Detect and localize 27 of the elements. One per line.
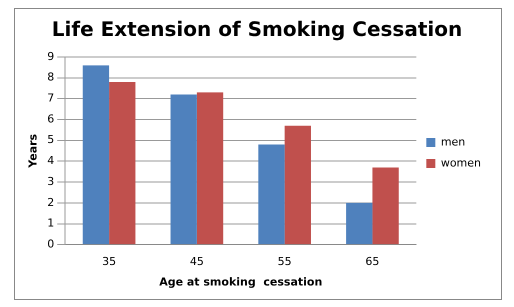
- y-tick-label: 6: [47, 112, 54, 126]
- x-tick-label: 55: [278, 255, 292, 268]
- chart-title: Life Extension of Smoking Cessation: [52, 17, 462, 42]
- y-tick-label: 3: [47, 174, 54, 188]
- y-tick-label: 1: [47, 216, 54, 230]
- bar: [346, 202, 372, 244]
- y-tick-label: 9: [47, 50, 54, 63]
- y-tick-label: 2: [47, 196, 54, 209]
- legend-label: women: [440, 156, 482, 170]
- x-axis-title: Age at smoking cessation: [159, 275, 322, 288]
- y-axis-title: Years: [26, 133, 40, 169]
- bar: [196, 92, 224, 244]
- bar: [82, 65, 110, 244]
- x-tick-label: 35: [102, 255, 116, 268]
- bar: [258, 144, 285, 244]
- bar: [170, 94, 197, 244]
- x-tick-label: 45: [190, 255, 204, 268]
- legend-label: men: [440, 135, 466, 148]
- x-tick-label: 65: [365, 255, 380, 268]
- y-tick-label: 7: [47, 92, 54, 105]
- y-tick-label: 0: [47, 237, 54, 250]
- y-tick-label: 8: [47, 70, 54, 84]
- y-tick-label: 5: [47, 133, 54, 146]
- y-tick-label: 4: [47, 154, 54, 168]
- bar: [284, 126, 311, 244]
- bar: [372, 167, 399, 244]
- bar: [109, 82, 136, 244]
